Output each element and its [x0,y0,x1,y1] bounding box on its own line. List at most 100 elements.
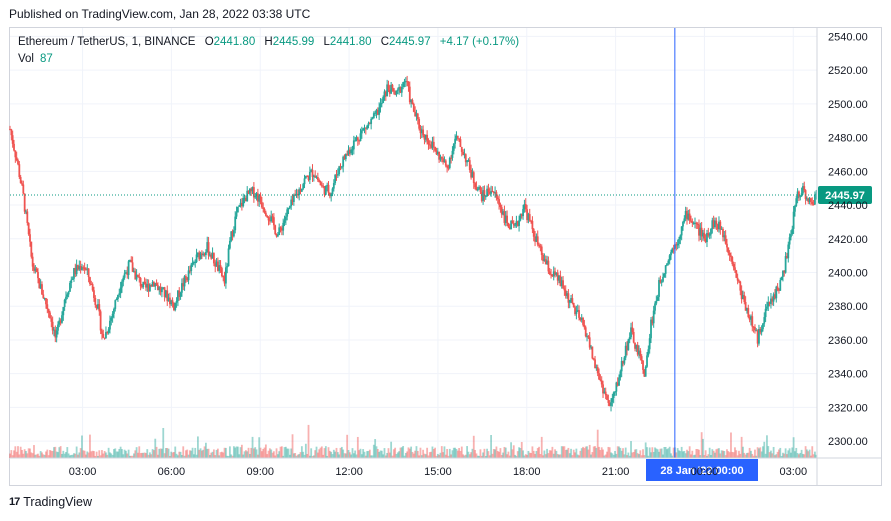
volume-bar [786,454,788,458]
candle-body [514,224,516,226]
candle-body [632,331,635,343]
candle-body [364,127,367,129]
candle-body [547,260,550,272]
candle-body [384,91,387,97]
candle-body [663,273,666,277]
candle-body [536,236,539,245]
volume-bar [315,446,318,458]
volume-bar [684,453,687,458]
candle-body [336,174,339,176]
candle-body [723,235,726,238]
volume-bar [66,447,69,458]
volume-bar [162,427,165,458]
candle-body [95,305,98,309]
candle-body [331,188,334,195]
candle-body [346,154,349,156]
volume-bar [556,454,559,458]
candle-body [548,271,551,275]
time-axis: 03:00 06:00 09:00 12:00 15:00 18:00 21:00 00:00… [10,457,882,478]
candle-body [113,308,115,314]
candle-body [159,287,162,293]
candle-body [486,188,488,197]
volume-bar [212,449,215,458]
volume-bar [263,447,266,458]
candle-body [690,220,692,222]
volume-bar [143,452,146,458]
volume-bar [122,454,125,458]
volume-bar [207,448,210,458]
candle-body [107,329,110,333]
volume-bar [550,450,552,458]
candle-body [126,272,129,275]
price-tick-label: 2500.00 [828,99,868,111]
volume-bar [726,449,728,458]
volume-bar [611,453,614,458]
candle-body [688,213,691,221]
candle-body [323,186,326,195]
volume-bar [300,446,303,458]
candle-body [114,300,117,309]
candle-body [306,176,309,178]
volume-bar [159,448,162,458]
candle-body [610,402,612,406]
volume-bar [388,452,391,458]
volume-bar [775,454,778,458]
volume-bar [418,455,421,458]
candle-body [186,277,189,281]
volume-bar [338,454,341,458]
volume-bar [787,450,790,458]
volume-bar [70,454,73,458]
candle-body [499,204,502,208]
candle-body [790,234,792,238]
candle-body [706,233,708,243]
volume-bar [73,453,75,458]
volume-bar [564,449,567,458]
candle-body [118,293,121,295]
candle-body [422,129,425,136]
candle-body [352,140,355,150]
candle-body [35,268,38,273]
volume-bar [447,455,450,458]
candle-body [570,298,572,300]
volume-bar [177,455,179,458]
volume-bar [772,446,775,458]
candle-body [635,344,638,349]
candle-body [667,260,670,264]
chart-frame[interactable] [9,27,882,486]
volume-bar [792,437,795,458]
volume-bar [796,453,799,458]
candle-body [326,184,329,186]
price-axis: 2540.00 2520.00 2500.00 2480.00 2460.00 2440.… [816,28,868,486]
volume-bar [739,453,742,458]
candle-body [452,143,455,151]
volume-bar [175,453,178,458]
volume-bar [448,448,451,458]
candle-body [243,197,246,199]
volume-bar [292,453,295,458]
volume-bar [754,449,756,458]
tradingview-logo[interactable]: 17 TradingView [9,495,92,509]
volume-bar [267,450,270,458]
volume-bar [582,446,584,458]
candle-body [558,275,560,281]
candle-body [598,373,600,380]
volume-bar [328,450,331,458]
time-tick-label: 18:00 [513,466,541,478]
volume-bar [655,448,658,458]
candle-body [720,228,723,230]
volume-bar [622,448,624,458]
volume-bar [782,452,784,458]
volume-bar [482,452,484,458]
candle-body [806,198,808,200]
candle-body [22,184,25,194]
volume-bar [814,451,816,458]
candle-body [17,160,19,165]
candle-body [623,357,626,364]
volume-bar [416,450,419,458]
volume-bar [458,447,461,458]
candle-body [431,141,434,148]
volume-bar [78,452,81,458]
candle-body [146,284,149,288]
candle-body [279,227,282,229]
